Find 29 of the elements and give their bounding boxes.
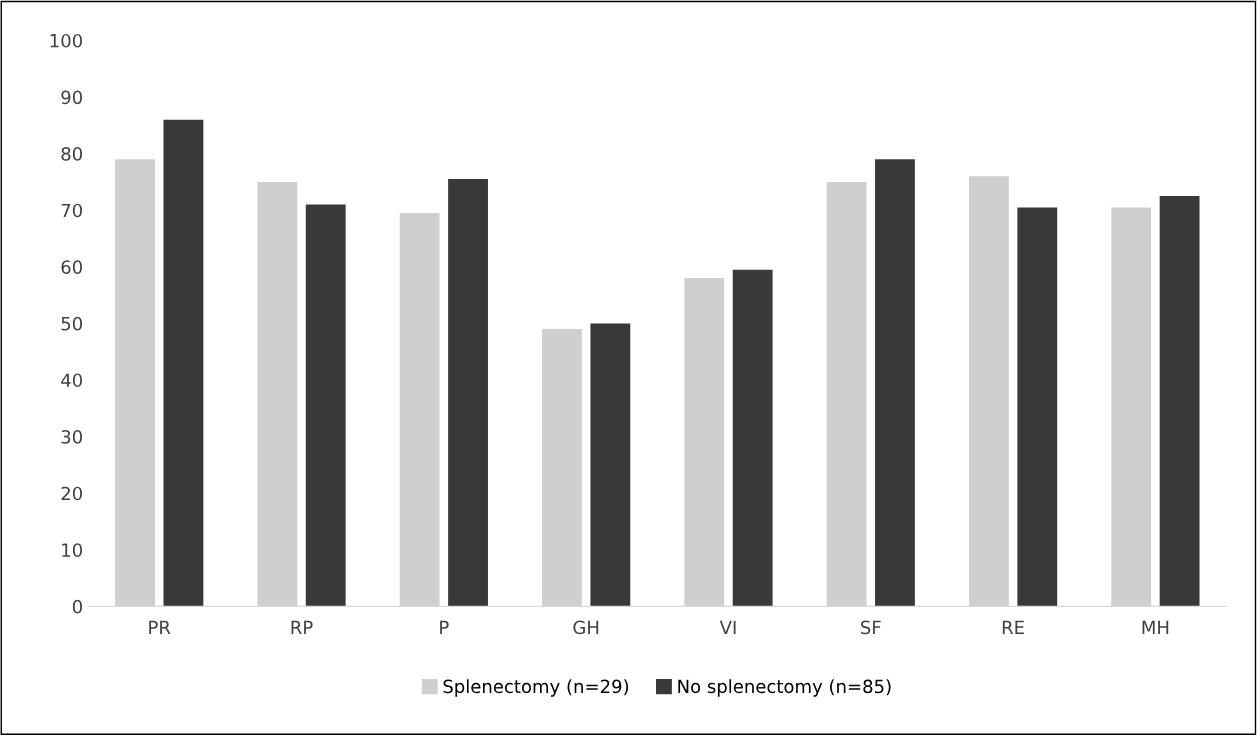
bar: [590, 323, 631, 607]
y-tick-label: 60: [61, 260, 82, 274]
bar: [305, 204, 346, 607]
x-tick-label: RE: [1002, 620, 1024, 634]
bar: [1159, 196, 1200, 607]
bar: [875, 159, 915, 607]
y-tick-label: 90: [61, 90, 82, 105]
legend-label: No splenectomy (n=85): [678, 679, 891, 697]
bar: [732, 269, 773, 607]
bar: [163, 119, 204, 607]
y-tick-label: 50: [61, 316, 82, 331]
bar: [448, 179, 488, 607]
x-tick-label: VI: [719, 620, 736, 634]
y-tick-label: 30: [61, 430, 82, 444]
x-tick-label: SF: [861, 620, 881, 635]
y-tick-label: 80: [61, 147, 82, 161]
x-tick-label: PR: [149, 620, 171, 634]
y-tick-label: 100: [50, 33, 82, 48]
y-tick-label: 0: [72, 599, 82, 614]
y-tick-label: 20: [61, 486, 82, 501]
x-tick-label: GH: [573, 620, 599, 635]
x-tick-label: MH: [1142, 620, 1169, 634]
y-tick-label: 70: [61, 203, 82, 218]
y-tick-label: 10: [62, 543, 82, 557]
x-tick-label: P: [440, 620, 449, 634]
x-tick-label: RP: [291, 620, 313, 634]
legend-label: Splenectomy (n=29): [443, 679, 629, 697]
bar: [1017, 207, 1058, 607]
y-tick-label: 40: [61, 373, 82, 388]
